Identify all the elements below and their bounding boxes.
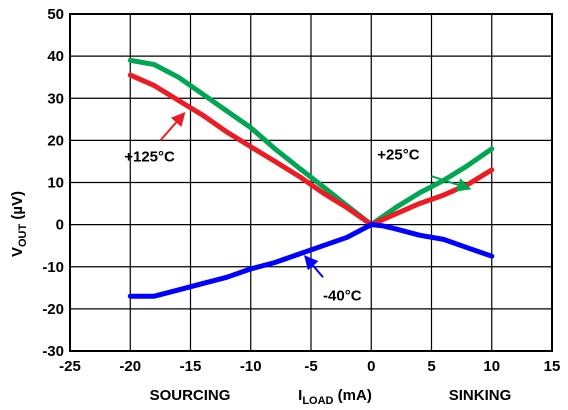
annotation-arrow (304, 255, 324, 278)
x-tick-label: -20 (119, 358, 141, 375)
x-axis-label-main: I (298, 387, 302, 404)
y-tick-label: 50 (47, 6, 64, 23)
annotation-label: +125°C (124, 148, 175, 165)
x-tick-labels: -25 -20 -15 -10 -5 0 5 10 15 (59, 358, 560, 375)
annotation-arrow (431, 175, 472, 192)
plot-frame (69, 13, 553, 352)
annotation-label: -40°C (323, 287, 362, 304)
y-tick-label: -30 (42, 343, 64, 360)
series-line (127, 57, 495, 228)
x-axis-label-unit: (mA) (334, 387, 372, 404)
x-tick-label: -25 (59, 358, 81, 375)
y-tick-label: 20 (47, 132, 64, 149)
annotations: +125°C +25°C -40°C (124, 111, 472, 304)
y-tick-label: 40 (47, 48, 64, 65)
x-tick-label: -10 (240, 358, 262, 375)
series-line (127, 222, 495, 299)
annotation-arrow (159, 111, 186, 142)
y-tick-label: 10 (47, 175, 64, 192)
y-axis-label: VOUT (µV) (9, 191, 29, 257)
x-tick-label: 0 (367, 358, 375, 375)
x-tick-label: 5 (427, 358, 435, 375)
y-tick-label: 0 (56, 217, 64, 234)
annotation-label: +25°C (377, 146, 419, 163)
x-tick-label: 15 (544, 358, 561, 375)
x-tick-label: -5 (304, 358, 317, 375)
x-axis-label-sub: LOAD (302, 395, 333, 407)
y-tick-label: 30 (47, 90, 64, 107)
series-line (127, 72, 495, 228)
y-tick-label: -20 (42, 301, 64, 318)
x-axis-label: ILOAD (mA) (298, 387, 372, 407)
sourcing-label: SOURCING (150, 387, 231, 404)
sinking-label: SINKING (449, 387, 512, 404)
y-axis-label-main: V (9, 247, 26, 257)
y-axis-label-unit: (µV) (9, 191, 26, 224)
y-tick-labels: -30 -20 -10 0 10 20 30 40 50 (42, 6, 64, 360)
series-lines (127, 57, 495, 299)
x-tick-label: -15 (180, 358, 202, 375)
x-tick-label: 10 (483, 358, 500, 375)
y-tick-label: -10 (42, 259, 64, 276)
y-axis-label-sub: OUT (17, 224, 29, 248)
